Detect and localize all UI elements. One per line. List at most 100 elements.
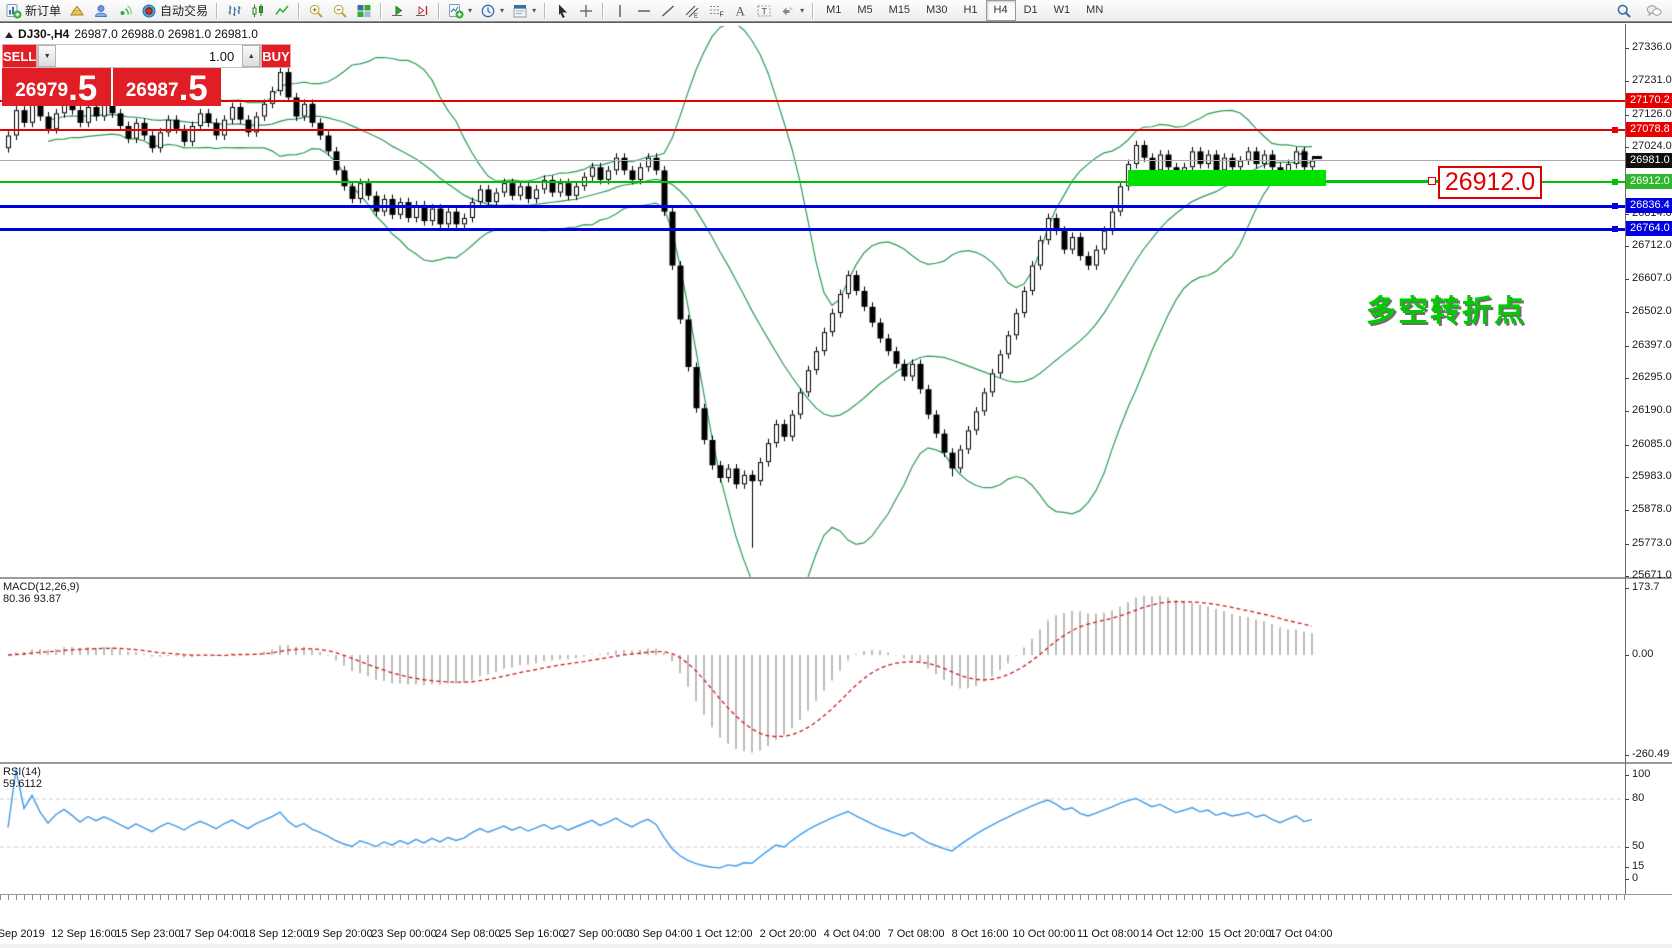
periods-button[interactable]: ▾ [476, 0, 508, 22]
vline-button[interactable] [608, 0, 632, 22]
autoscroll-button[interactable] [386, 0, 410, 22]
autotrade-button[interactable]: 自动交易 [137, 0, 212, 22]
hline-27170.2[interactable] [0, 99, 1625, 102]
price-tick-dash [1625, 279, 1629, 281]
macd-tick: -260.49 [1632, 747, 1670, 760]
signal-button[interactable] [113, 0, 137, 22]
highlight-bar[interactable] [1128, 170, 1326, 186]
chevron-down-icon: ▾ [532, 6, 537, 15]
hline-26836.4[interactable] [0, 204, 1625, 208]
price-tick-dash [1625, 146, 1629, 148]
price-badge-26981.0: 26981.0 [1626, 152, 1672, 168]
hline-26912.0[interactable] [0, 181, 1625, 184]
svg-text:T: T [762, 6, 768, 16]
timeframe-mn-button[interactable]: MN [1086, 4, 1104, 16]
text-button[interactable]: A [728, 0, 752, 22]
buy-button[interactable]: BUY [261, 44, 291, 68]
price-tick-dash [1625, 378, 1629, 380]
time-axis-ticks[interactable] [0, 895, 1625, 900]
candle-chart-button[interactable] [246, 0, 270, 22]
gold-button[interactable] [65, 0, 89, 22]
autoscroll-icon [390, 3, 406, 19]
hline-button[interactable] [632, 0, 656, 22]
timeframe-m5-button[interactable]: M5 [857, 4, 873, 16]
sell-price[interactable]: 26979.5 [2, 68, 111, 106]
hline-26764.0[interactable] [0, 227, 1625, 231]
label-button[interactable]: T [752, 0, 776, 22]
indicators-button[interactable]: ▾ [444, 0, 476, 22]
timeframe-m15-button[interactable]: M15 [888, 4, 911, 16]
time-label: 18 Sep 12:00 [243, 928, 309, 940]
price-tick-dash [1625, 510, 1629, 512]
rsi-label: RSI(14) 59.6112 [3, 766, 42, 790]
zoom-in-button[interactable] [304, 0, 328, 22]
fibonacci-button[interactable]: F [704, 0, 728, 22]
hline-icon [636, 3, 652, 19]
price-tick-dash [1625, 543, 1629, 545]
line-anchor-square[interactable] [1428, 177, 1436, 185]
collapse-icon[interactable] [5, 31, 13, 38]
chevron-down-icon: ▾ [500, 6, 505, 15]
price-tick: 25671.0 [1632, 569, 1672, 581]
price-badge-26912.0: 26912.0 [1626, 174, 1672, 190]
trendline-button[interactable] [656, 0, 680, 22]
price-tick: 26502.0 [1632, 305, 1672, 318]
panel-separator-macd[interactable] [0, 577, 1672, 580]
hline-27078.8[interactable] [0, 128, 1625, 131]
new-order-button[interactable]: 新订单 [2, 0, 65, 22]
trendline-icon [660, 3, 676, 19]
timeframe-d1-button[interactable]: D1 [1023, 4, 1038, 16]
timeframe-w1-button[interactable]: W1 [1053, 4, 1071, 16]
line-marker-square[interactable] [1612, 203, 1618, 210]
rsi-tick: 80 [1632, 792, 1645, 804]
search-button[interactable] [1612, 0, 1636, 22]
time-label: 15 Oct 20:00 [1208, 928, 1272, 940]
time-label: 25 Sep 16:00 [499, 928, 565, 940]
tile-windows-button[interactable] [352, 0, 376, 22]
profile-button[interactable] [89, 0, 113, 22]
label-icon: T [756, 3, 772, 19]
channel-button[interactable]: E [680, 0, 704, 22]
cursor-button[interactable] [550, 0, 574, 22]
sell-button[interactable]: SELL [2, 44, 38, 68]
chinese-annotation-text[interactable]: 多空转折点 [1366, 295, 1526, 328]
rsi-tick-dash [1625, 867, 1629, 868]
timeframe-h4-button[interactable]: H4 [985, 0, 1016, 21]
zoom-in-icon [308, 3, 324, 19]
bar-chart-button[interactable] [222, 0, 246, 22]
timeframe-h1-button[interactable]: H1 [963, 4, 978, 16]
templates-button[interactable]: ▾ [508, 0, 540, 22]
price-tick: 27336.0 [1632, 41, 1672, 53]
volume-decrease-button[interactable]: ▼ [38, 45, 57, 67]
time-label: 19 Sep 20:00 [307, 928, 373, 940]
crosshair-button[interactable] [574, 0, 598, 22]
timeframe-m1-button[interactable]: M1 [826, 4, 842, 16]
line-marker-square[interactable] [1612, 126, 1618, 133]
price-annotation-box[interactable]: 26912.0 [1438, 166, 1542, 199]
rsi-tick: 100 [1632, 768, 1651, 780]
timeframe-m30-button[interactable]: M30 [926, 4, 948, 16]
zoom-out-button[interactable] [328, 0, 352, 22]
chart-shift-button[interactable] [410, 0, 434, 22]
time-axis-border [0, 894, 1672, 895]
volume-input[interactable] [56, 45, 243, 67]
panel-separator-rsi[interactable] [0, 762, 1672, 765]
svg-text:A: A [736, 3, 746, 18]
sell-price-main: 26979 [15, 80, 69, 101]
gold-icon [69, 3, 85, 19]
volume-increase-button[interactable]: ▲ [242, 45, 261, 67]
rsi-tick-dash [1625, 799, 1629, 800]
chat-button[interactable] [1642, 0, 1666, 22]
buy-price[interactable]: 26987.5 [110, 68, 222, 106]
time-label: 8 Oct 16:00 [951, 928, 1009, 940]
time-label: 7 Oct 08:00 [887, 928, 945, 940]
line-chart-button[interactable] [270, 0, 294, 22]
toolbar-separator [602, 2, 605, 19]
line-marker-square[interactable] [1612, 226, 1618, 233]
price-tick-dash [1625, 345, 1629, 347]
line-marker-square[interactable] [1612, 179, 1618, 186]
buy-price-main: 26987 [125, 80, 179, 101]
price-tick-dash [1625, 48, 1629, 49]
shapes-button[interactable]: ▾ [776, 0, 808, 22]
